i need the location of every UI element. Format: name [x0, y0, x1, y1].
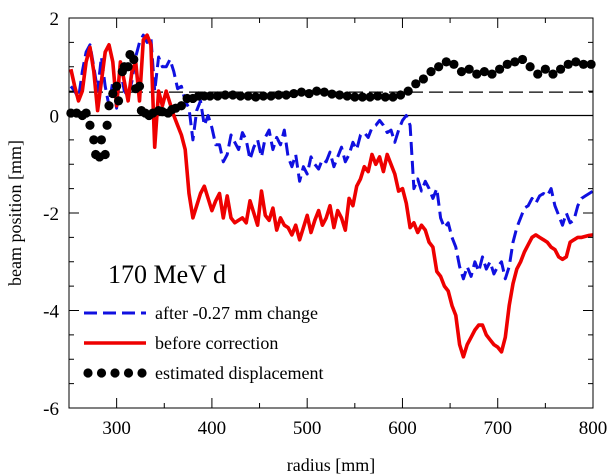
legend-label: before correction — [155, 333, 278, 353]
data-point — [281, 90, 291, 100]
data-point — [495, 64, 505, 74]
data-point — [533, 69, 543, 79]
data-point — [540, 64, 550, 74]
data-point — [449, 59, 459, 69]
data-point — [296, 87, 307, 97]
data-point — [556, 64, 566, 74]
data-point — [113, 96, 124, 106]
legend-item: after -0.27 mm change — [84, 303, 318, 323]
series-line-after-change — [69, 33, 594, 281]
data-point — [176, 101, 187, 111]
data-point — [517, 54, 528, 65]
data-point — [373, 91, 383, 101]
x-tick-label: 500 — [293, 418, 322, 439]
y-tick-label: 2 — [50, 9, 60, 30]
data-point — [563, 59, 573, 69]
data-point — [251, 92, 261, 102]
data-point — [96, 135, 106, 145]
data-point — [578, 59, 589, 69]
data-point — [243, 91, 253, 101]
axis-ticks: 300 400 500 600 700 800 -6 -4 -2 0 2 — [43, 9, 607, 439]
legend-marker — [96, 368, 107, 378]
data-point — [464, 64, 474, 74]
series-group — [66, 33, 596, 359]
legend-marker — [123, 368, 134, 378]
legend: after -0.27 mm change before correction es… — [83, 303, 323, 383]
data-point — [502, 59, 512, 69]
y-tick-label: -6 — [43, 399, 59, 420]
data-point — [81, 108, 91, 118]
data-point — [266, 91, 276, 101]
data-point — [525, 62, 535, 72]
data-point — [510, 57, 520, 67]
data-point — [274, 90, 284, 100]
x-tick-label: 800 — [579, 418, 608, 439]
data-point — [357, 92, 368, 102]
data-point — [108, 88, 118, 99]
data-point — [312, 86, 322, 96]
data-point — [365, 92, 375, 102]
x-axis-label: radius [mm] — [287, 455, 375, 475]
data-point — [342, 91, 352, 101]
series-estimated-displacement — [66, 49, 596, 162]
data-point — [403, 86, 413, 96]
series-line-before-correction — [69, 33, 594, 359]
data-point — [388, 92, 398, 102]
data-point — [487, 69, 497, 79]
data-point — [434, 62, 444, 72]
y-tick-label: -2 — [43, 204, 59, 225]
data-point — [220, 90, 230, 100]
y-tick-label: 0 — [50, 107, 60, 128]
data-point — [235, 91, 246, 101]
data-point — [89, 135, 99, 145]
legend-label: estimated displacement — [155, 363, 323, 383]
legend-item: estimated displacement — [83, 363, 323, 383]
x-tick-label: 400 — [198, 418, 227, 439]
data-point — [213, 91, 223, 101]
data-point — [304, 88, 314, 99]
legend-marker — [110, 368, 120, 378]
data-point — [586, 59, 596, 69]
data-point — [289, 88, 299, 99]
data-point — [418, 74, 429, 84]
legend-item: before correction — [84, 333, 278, 353]
data-point — [472, 69, 482, 79]
data-point — [205, 91, 215, 101]
data-point — [571, 57, 581, 67]
data-point — [85, 120, 95, 130]
data-point — [258, 91, 268, 101]
annotation-label: 170 MeV d — [108, 260, 226, 289]
data-point — [228, 90, 238, 100]
data-point — [327, 89, 337, 99]
data-point — [395, 90, 406, 100]
x-tick-label: 700 — [483, 418, 512, 439]
data-point — [319, 87, 329, 97]
data-point — [104, 101, 114, 111]
data-point — [548, 69, 558, 79]
data-point — [134, 81, 145, 91]
data-point — [380, 92, 390, 102]
data-point — [411, 79, 421, 89]
data-point — [102, 120, 112, 130]
x-tick-label: 300 — [102, 418, 131, 439]
data-point — [426, 67, 436, 77]
data-point — [350, 92, 360, 102]
legend-label: after -0.27 mm change — [155, 303, 318, 323]
data-point — [334, 90, 345, 100]
data-point — [123, 62, 133, 72]
data-point — [100, 149, 110, 160]
data-point — [129, 54, 139, 65]
data-point — [441, 57, 451, 67]
y-tick-label: -4 — [43, 302, 59, 323]
x-tick-label: 600 — [388, 418, 417, 439]
data-point — [456, 67, 467, 77]
data-point — [112, 81, 122, 91]
y-axis-label: beam position [mm] — [5, 140, 25, 286]
legend-marker — [137, 368, 147, 378]
legend-marker — [83, 368, 93, 378]
data-point — [479, 67, 489, 77]
